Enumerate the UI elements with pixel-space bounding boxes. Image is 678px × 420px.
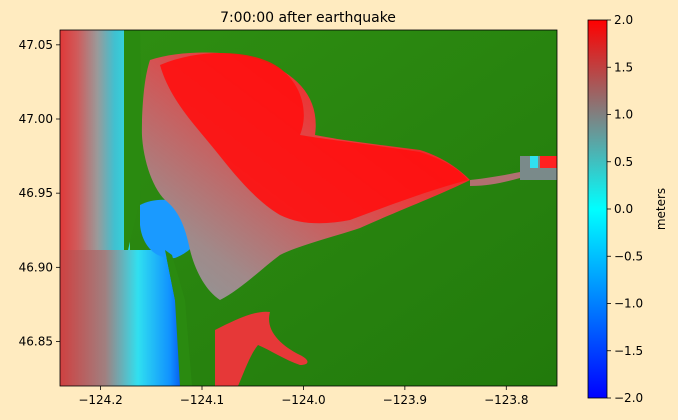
y-tick-label: 46.95 bbox=[19, 186, 53, 200]
colorbar bbox=[587, 19, 608, 399]
x-tick-label: −123.9 bbox=[383, 393, 427, 407]
colorbar-tick-label: −0.5 bbox=[614, 249, 643, 263]
colorbar-axis: −2.0 −1.5 −1.0 −0.5 0.0 0.5 1.0 1.5 2.0 bbox=[607, 13, 643, 405]
x-tick-label: −124.2 bbox=[78, 393, 122, 407]
x-axis: −124.2 −124.1 −124.0 −123.9 −123.8 bbox=[78, 386, 528, 407]
colorbar-tick-label: 1.5 bbox=[614, 60, 633, 74]
ocean-near-shore bbox=[60, 250, 190, 386]
barrier-spit bbox=[124, 30, 142, 250]
map-raster bbox=[60, 30, 557, 386]
south-estuary bbox=[215, 311, 308, 386]
y-tick-label: 47.05 bbox=[19, 38, 53, 52]
colorbar-tick-label: 2.0 bbox=[614, 13, 633, 27]
x-tick-label: −123.8 bbox=[484, 393, 528, 407]
y-axis: 46.85 46.90 46.95 47.00 47.05 bbox=[19, 38, 60, 349]
colorbar-tick-label: −2.0 bbox=[614, 391, 643, 405]
plot-frame bbox=[59, 29, 558, 387]
colorbar-tick-label: −1.5 bbox=[614, 344, 643, 358]
colorbar-label: meters bbox=[654, 188, 668, 230]
colorbar-tick-label: 0.0 bbox=[614, 202, 633, 216]
y-tick-label: 47.00 bbox=[19, 112, 53, 126]
chart-title: 7:00:00 after earthquake bbox=[220, 10, 396, 26]
colorbar-tick-label: 0.5 bbox=[614, 155, 633, 169]
y-tick-label: 46.85 bbox=[19, 335, 53, 349]
y-tick-label: 46.90 bbox=[19, 260, 53, 274]
colorbar-tick-label: 1.0 bbox=[614, 108, 633, 122]
x-tick-label: −124.0 bbox=[281, 393, 325, 407]
x-tick-label: −124.1 bbox=[180, 393, 224, 407]
colorbar-tick-label: −1.0 bbox=[614, 297, 643, 311]
